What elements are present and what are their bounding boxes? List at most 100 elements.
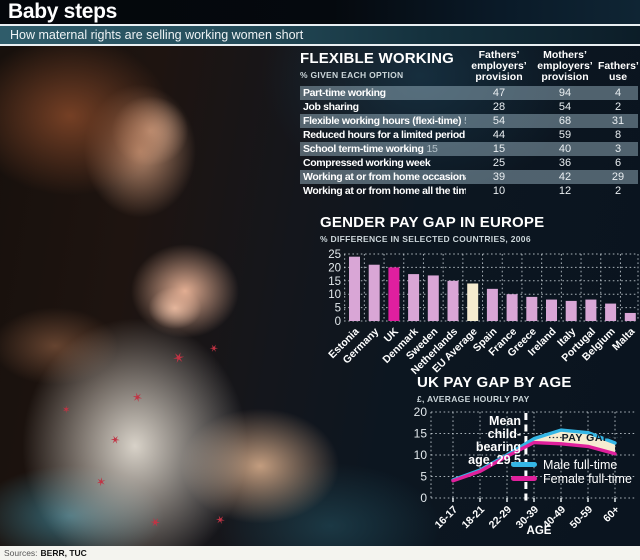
bar-italy xyxy=(565,300,577,321)
row-label: Working at or from home occasionally xyxy=(303,171,466,184)
bar-netherlands xyxy=(447,280,459,321)
row-label: Compressed working week xyxy=(303,157,431,170)
row-value: 12 xyxy=(558,185,572,198)
x-axis-tick-label: 18-21 xyxy=(460,504,488,532)
mean-age-annotation-line: age, 29.5 xyxy=(468,453,521,467)
star-icon: ✶ xyxy=(211,511,229,529)
strapline: How maternal rights are selling working … xyxy=(0,26,640,46)
x-axis-tick-label: 16-17 xyxy=(433,504,461,532)
row-value: 68 xyxy=(558,115,572,128)
legend-label-female: Female full-time xyxy=(543,472,632,486)
y-axis-tick-label: 20 xyxy=(414,405,428,419)
row-label-ghost-value: 54 xyxy=(464,115,466,127)
y-axis-tick-label: 20 xyxy=(328,262,341,274)
europe-chart-panel: GENDER PAY GAP IN EUROPE % DIFFERENCE IN… xyxy=(320,214,640,377)
y-axis-tick-label: 0 xyxy=(335,316,341,328)
row-value: 54 xyxy=(558,101,572,114)
row-value: 2 xyxy=(614,101,622,114)
x-axis-tick-label: 50-59 xyxy=(568,504,596,532)
legend-swatch-female xyxy=(511,476,537,481)
y-axis-tick-label: 10 xyxy=(328,289,341,301)
masthead: Baby steps xyxy=(0,0,640,26)
bar-greece xyxy=(526,296,538,321)
x-axis-tick-label: 22-29 xyxy=(487,504,515,532)
column-header-fathers-provision: Fathers’ employers’ provision xyxy=(471,49,527,84)
y-axis-tick-label: 0 xyxy=(420,491,427,505)
row-value: 44 xyxy=(492,129,506,142)
row-value: 42 xyxy=(558,171,572,184)
row-value: 3 xyxy=(614,143,622,156)
table-row: Part-time working 47 94 4 xyxy=(300,86,638,101)
row-label: Job sharing xyxy=(303,101,359,114)
row-value: 4 xyxy=(614,87,622,100)
bar-ireland xyxy=(546,299,557,321)
row-label: Reduced hours for a limited period xyxy=(303,129,465,142)
age-chart-title: UK PAY GAP BY AGE xyxy=(417,374,572,391)
bar-portugal xyxy=(585,299,597,321)
y-axis-tick-label: 15 xyxy=(414,427,428,441)
row-label-ghost-value: 15 xyxy=(426,143,438,156)
mean-age-annotation-line: bearing xyxy=(476,440,521,454)
table-row: Working at or from home occasionally 39 42… xyxy=(300,170,638,185)
table-row: Flexible working hours (flexi-time)54546… xyxy=(300,114,638,129)
x-axis-tick-label: 60+ xyxy=(601,504,622,525)
bar-denmark xyxy=(408,274,420,321)
bar-uk xyxy=(388,267,400,321)
table-header: FLEXIBLE WORKING % GIVEN EACH OPTION Fat… xyxy=(300,49,639,84)
page-title: Baby steps xyxy=(8,0,118,23)
legend-label-male: Male full-time xyxy=(543,458,617,472)
row-value: 36 xyxy=(558,157,572,170)
europe-chart-title: GENDER PAY GAP IN EUROPE xyxy=(320,214,545,231)
table-row: Reduced hours for a limited period 44 59 8 xyxy=(300,128,638,142)
row-label: Flexible working hours (flexi-time)54 xyxy=(300,115,466,127)
bar-estonia xyxy=(349,256,360,321)
row-label: School term-time working 15 xyxy=(303,143,438,156)
table-body: Part-time working 47 94 4 Job sharing 28 54 2 Fl… xyxy=(300,86,638,198)
row-value: 25 xyxy=(492,157,506,170)
sources-value: BERR, TUC xyxy=(40,548,87,558)
table-subtitle: % GIVEN EACH OPTION xyxy=(300,70,404,80)
y-axis-tick-label: 25 xyxy=(328,249,341,261)
row-value: 29 xyxy=(611,171,625,184)
bar-belgium xyxy=(605,303,617,321)
star-icon: ✶ xyxy=(94,474,108,490)
bar-france xyxy=(506,294,518,321)
column-header-fathers-use: Fathers’ use xyxy=(598,60,639,84)
flexible-working-panel: FLEXIBLE WORKING % GIVEN EACH OPTION Fat… xyxy=(300,49,639,198)
table-title: FLEXIBLE WORKING xyxy=(300,50,455,67)
row-value: 10 xyxy=(492,185,506,198)
row-label: Working at or from home all the time xyxy=(303,185,466,198)
row-value: 31 xyxy=(611,115,625,128)
sources-label: Sources: xyxy=(4,548,38,558)
table-row: Job sharing 28 54 2 xyxy=(300,100,638,114)
y-axis-tick-label: 5 xyxy=(335,303,341,315)
row-value: 40 xyxy=(558,143,572,156)
row-value: 2 xyxy=(614,185,622,198)
row-value: 59 xyxy=(558,129,572,142)
row-value: 94 xyxy=(558,87,572,100)
row-value: 54 xyxy=(492,115,506,128)
table-titles: FLEXIBLE WORKING % GIVEN EACH OPTION xyxy=(300,50,466,80)
bar-sweden xyxy=(427,275,439,321)
row-value: 15 xyxy=(492,143,506,156)
table-row: Working at or from home all the time 10 12… xyxy=(300,184,638,198)
table-row: School term-time working 15 15 40 3 xyxy=(300,142,638,157)
age-chart-panel: UK PAY GAP BY AGE £, AVERAGE HOURLY PAY … xyxy=(405,374,640,549)
mean-age-annotation-line: Mean xyxy=(489,414,521,428)
bar-spain xyxy=(486,288,498,321)
line-female-full-time xyxy=(451,440,617,483)
bar-malta xyxy=(624,312,636,321)
source-bar: Sources: BERR, TUC xyxy=(0,546,640,560)
mean-age-annotation-line: child- xyxy=(488,427,521,441)
star-icon: ✶ xyxy=(147,513,164,532)
star-icon: ✶ xyxy=(169,348,188,369)
row-value: 39 xyxy=(492,171,506,184)
row-value: 6 xyxy=(614,157,622,170)
x-axis-tick-label: Malta xyxy=(610,326,638,354)
y-axis-tick-label: 10 xyxy=(414,448,428,462)
star-icon: ✶ xyxy=(106,431,124,449)
row-label: Part-time working xyxy=(303,87,386,100)
